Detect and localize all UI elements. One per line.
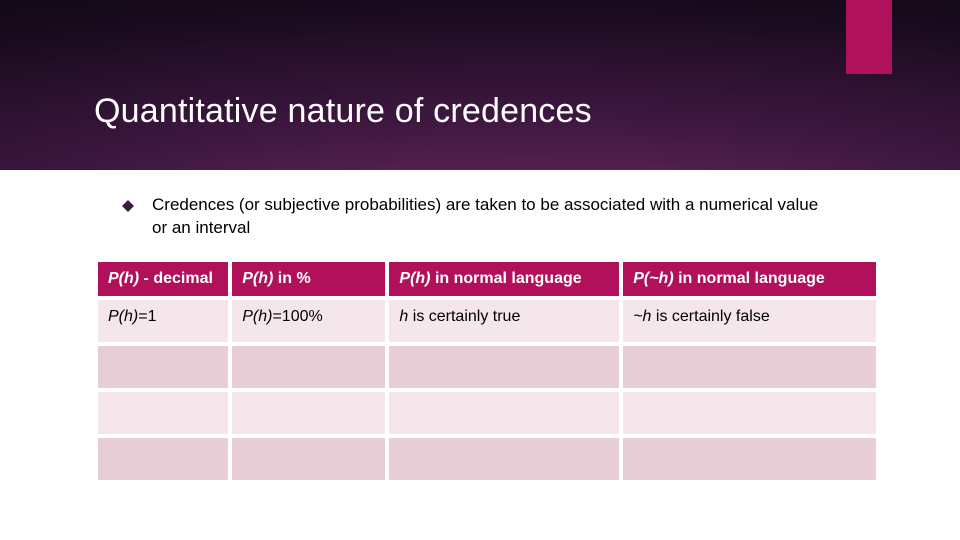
cell-h-language: [389, 438, 619, 480]
table-header-row: P(h) - decimal P(h) in % P(h) in normal …: [98, 262, 876, 296]
cell-percent: [232, 392, 385, 434]
cell-decimal: [98, 392, 228, 434]
cell-h-language: [389, 392, 619, 434]
cell-not-h-language: [623, 392, 876, 434]
table-row: [98, 346, 876, 388]
cell-not-h-language: [623, 438, 876, 480]
cell-decimal: P(h)=1: [98, 300, 228, 342]
table-row: [98, 392, 876, 434]
cell-percent: [232, 438, 385, 480]
cell-percent: P(h)=100%: [232, 300, 385, 342]
cell-decimal: [98, 438, 228, 480]
cell-h-language: h is certainly true: [389, 300, 619, 342]
title-band: Quantitative nature of credences: [0, 0, 960, 170]
cell-not-h-language: [623, 346, 876, 388]
bullet-text: Credences (or subjective probabilities) …: [152, 194, 832, 240]
col-header-not-h-language: P(~h) in normal language: [623, 262, 876, 296]
accent-tab: [846, 0, 892, 74]
col-header-decimal: P(h) - decimal: [98, 262, 228, 296]
credence-table: P(h) - decimal P(h) in % P(h) in normal …: [94, 258, 880, 484]
slide-title: Quantitative nature of credences: [94, 92, 592, 131]
content-area: Credences (or subjective probabilities) …: [0, 170, 960, 484]
cell-decimal: [98, 346, 228, 388]
bullet-item: Credences (or subjective probabilities) …: [122, 194, 880, 240]
diamond-bullet-icon: [122, 199, 134, 217]
col-header-h-language: P(h) in normal language: [389, 262, 619, 296]
table-row: P(h)=1 P(h)=100% h is certainly true ~h …: [98, 300, 876, 342]
cell-percent: [232, 346, 385, 388]
table-row: [98, 438, 876, 480]
cell-h-language: [389, 346, 619, 388]
col-header-percent: P(h) in %: [232, 262, 385, 296]
cell-not-h-language: ~h is certainly false: [623, 300, 876, 342]
